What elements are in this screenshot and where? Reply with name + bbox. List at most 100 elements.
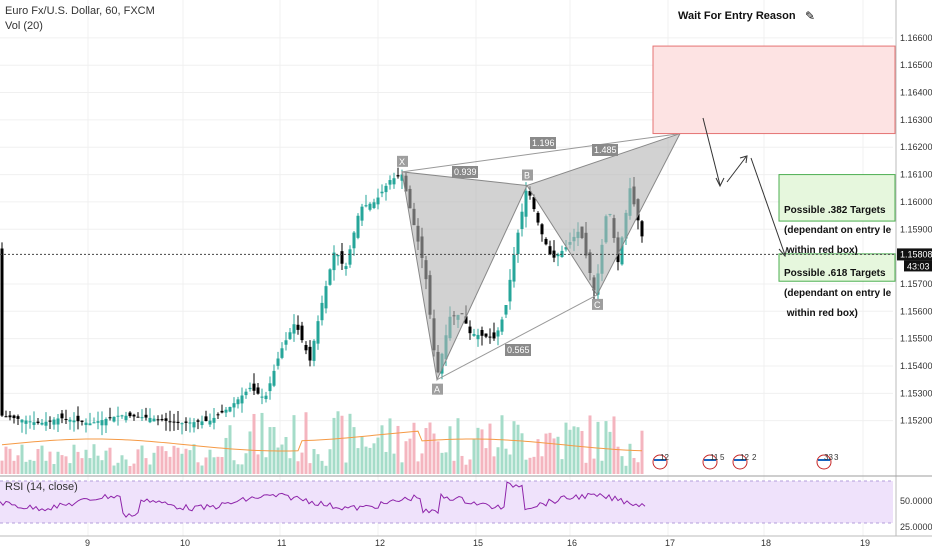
volume-bar bbox=[60, 455, 64, 474]
candle-body bbox=[532, 197, 536, 210]
candle-body bbox=[344, 266, 348, 269]
target-382-text: Possible .382 Targets (dependant on entr… bbox=[784, 196, 891, 266]
volume-bar bbox=[508, 454, 512, 474]
target-618-box[interactable] bbox=[778, 253, 896, 282]
candle-body bbox=[536, 212, 540, 223]
volume-bar bbox=[532, 456, 536, 474]
candle-body bbox=[312, 340, 316, 361]
volume-bar bbox=[544, 433, 548, 474]
volume-bar bbox=[92, 444, 96, 474]
time-tick-label: 9 bbox=[85, 538, 90, 548]
volume-bar bbox=[152, 452, 156, 474]
volume-bar bbox=[68, 463, 72, 474]
rsi-line bbox=[0, 481, 646, 518]
candle-body bbox=[96, 421, 100, 423]
candle-body bbox=[40, 422, 44, 425]
candle-body bbox=[240, 395, 244, 404]
candle-body bbox=[148, 417, 152, 423]
candle-body bbox=[156, 419, 160, 421]
candle-body bbox=[244, 391, 248, 396]
symbol-title: Euro Fx/U.S. Dollar, 60, FXCM bbox=[5, 5, 155, 17]
candle-body bbox=[188, 422, 192, 424]
ratio-label: 0.565 bbox=[507, 345, 530, 355]
volume-bar bbox=[276, 447, 280, 474]
volume-bar bbox=[516, 424, 520, 474]
candle-body bbox=[320, 302, 324, 321]
candle-body bbox=[524, 190, 528, 217]
entry-zone-box[interactable] bbox=[652, 45, 896, 135]
candle-body bbox=[288, 332, 292, 340]
candle-body bbox=[328, 269, 332, 285]
volume-bar bbox=[76, 451, 80, 474]
volume-bar bbox=[236, 464, 240, 474]
volume-bar bbox=[528, 457, 532, 474]
target-382-box[interactable] bbox=[778, 174, 896, 222]
volume-bar bbox=[24, 461, 28, 474]
price-tick-label: 1.15700 bbox=[900, 279, 932, 289]
volume-bar bbox=[572, 426, 576, 474]
volume-bar bbox=[584, 462, 588, 474]
volume-bar bbox=[140, 445, 144, 474]
volume-bar bbox=[436, 441, 440, 474]
event-markers[interactable]: 12 11 5 12 2 33 3 bbox=[652, 453, 839, 470]
candle-body bbox=[116, 415, 120, 417]
candle-body bbox=[228, 406, 232, 412]
volume-bar bbox=[208, 449, 212, 474]
volume-bar bbox=[452, 460, 456, 474]
volume-ma-line bbox=[1, 430, 643, 452]
candle-body bbox=[520, 211, 524, 230]
volume-bar bbox=[260, 412, 264, 474]
candle-body bbox=[336, 254, 340, 257]
candle-body bbox=[300, 325, 304, 341]
volume-bar bbox=[496, 447, 500, 474]
volume-bar bbox=[28, 459, 32, 474]
volume-bar bbox=[128, 465, 132, 474]
candle-body bbox=[236, 399, 240, 405]
time-tick-label: 19 bbox=[860, 538, 870, 548]
volume-bar bbox=[624, 465, 628, 474]
volume-bar bbox=[336, 411, 340, 474]
volume-bar bbox=[168, 456, 172, 474]
candle-body bbox=[548, 246, 552, 255]
volume-bar bbox=[312, 449, 316, 474]
volume-bar bbox=[116, 462, 120, 474]
candle-body bbox=[204, 416, 208, 422]
candle-body bbox=[508, 279, 512, 302]
volume-bar bbox=[132, 463, 136, 474]
candle-body bbox=[464, 316, 468, 324]
candle-body bbox=[332, 252, 336, 271]
event-flag-icon bbox=[816, 454, 832, 470]
candle-body bbox=[84, 422, 88, 426]
volume-bar bbox=[256, 454, 260, 474]
time-tick-label: 18 bbox=[761, 538, 771, 548]
candle-body bbox=[564, 247, 568, 250]
volume-bar bbox=[632, 457, 636, 474]
candle-body bbox=[24, 420, 28, 424]
candle-body bbox=[168, 421, 172, 423]
candle-body bbox=[480, 330, 484, 336]
volume-bar bbox=[444, 452, 448, 474]
volume-bar bbox=[500, 415, 504, 474]
volume-bar bbox=[280, 444, 284, 474]
ratio-label: 1.485 bbox=[594, 145, 617, 155]
candle-body bbox=[252, 383, 256, 391]
candle-body bbox=[280, 348, 284, 358]
volume-bar bbox=[548, 432, 552, 474]
volume-bar bbox=[392, 453, 396, 474]
price-tick-label: 1.16100 bbox=[900, 170, 932, 180]
volume-bar bbox=[300, 452, 304, 474]
volume-bar bbox=[552, 438, 556, 474]
volume-bar bbox=[232, 460, 236, 474]
candle-body bbox=[512, 254, 516, 282]
volume-bar bbox=[164, 451, 168, 474]
price-tick-label: 1.16200 bbox=[900, 142, 932, 152]
event-count-label: 3 bbox=[834, 453, 839, 462]
annotation-title[interactable]: Wait For Entry Reason bbox=[678, 10, 796, 22]
candle-body bbox=[28, 421, 32, 423]
candle-body bbox=[0, 248, 4, 416]
volume-label: Vol (20) bbox=[5, 20, 43, 32]
candle-body bbox=[104, 419, 108, 426]
pattern-point-label: C bbox=[594, 300, 601, 310]
